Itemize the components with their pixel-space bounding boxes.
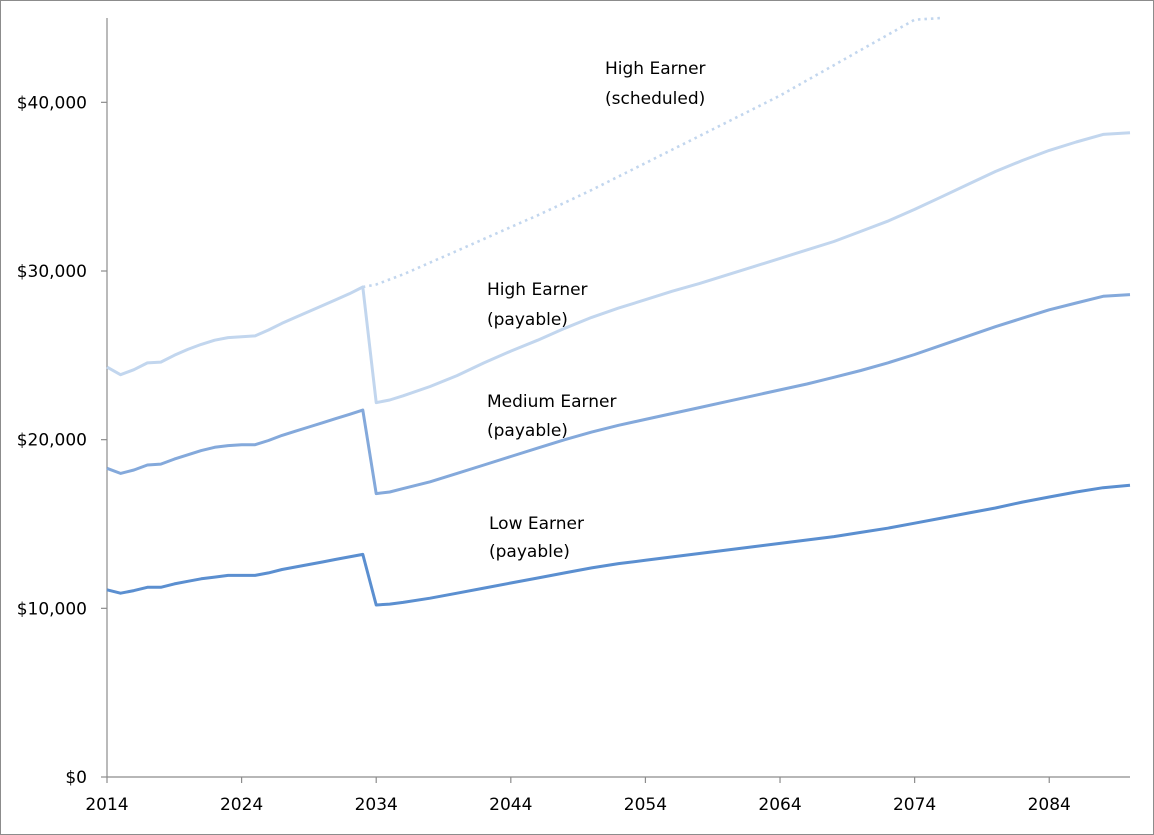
series-line-3	[362, 16, 942, 289]
annotation-low-payable-line2: (payable)	[489, 542, 570, 562]
x-tick-label: 2084	[1028, 795, 1071, 815]
x-tick-label: 2044	[489, 795, 532, 815]
x-tick-label: 2054	[624, 795, 667, 815]
x-tick-label: 2024	[220, 795, 263, 815]
annotation-medium-payable-line1: Medium Earner	[487, 392, 616, 412]
annotation-high-payable-line2: (payable)	[487, 310, 568, 330]
y-tick-label: $20,000	[17, 431, 87, 451]
annotation-low-payable-line1: Low Earner	[489, 514, 584, 534]
x-tick-label: 2074	[893, 795, 936, 815]
series-line-0	[106, 483, 1131, 607]
y-tick-label: $0	[65, 768, 87, 788]
series-line-2	[106, 131, 1131, 405]
x-tick-label: 2034	[355, 795, 398, 815]
series-layer	[106, 16, 1131, 607]
y-tick-label: $40,000	[17, 93, 87, 113]
x-axis-ticks: 2014 2024 2034 2044 2054 2064 2074 2084	[85, 777, 1071, 815]
y-tick-label: $10,000	[17, 599, 87, 619]
annotation-high-payable-line1: High Earner	[487, 280, 588, 300]
y-axis-ticks: $0 $10,000 $20,000 $30,000 $40,000	[17, 93, 107, 788]
y-tick-label: $30,000	[17, 262, 87, 282]
annotation-medium-payable-line2: (payable)	[487, 421, 568, 441]
x-tick-label: 2064	[758, 795, 801, 815]
plot-area: 2014 2024 2034 2044 2054 2064 2074 2084 $0 $10,0…	[17, 16, 1131, 815]
annotation-high-scheduled-line1: High Earner	[605, 59, 706, 79]
series-line-1	[106, 293, 1131, 496]
x-tick-label: 2014	[85, 795, 128, 815]
annotation-high-scheduled-line2: (scheduled)	[605, 89, 705, 109]
